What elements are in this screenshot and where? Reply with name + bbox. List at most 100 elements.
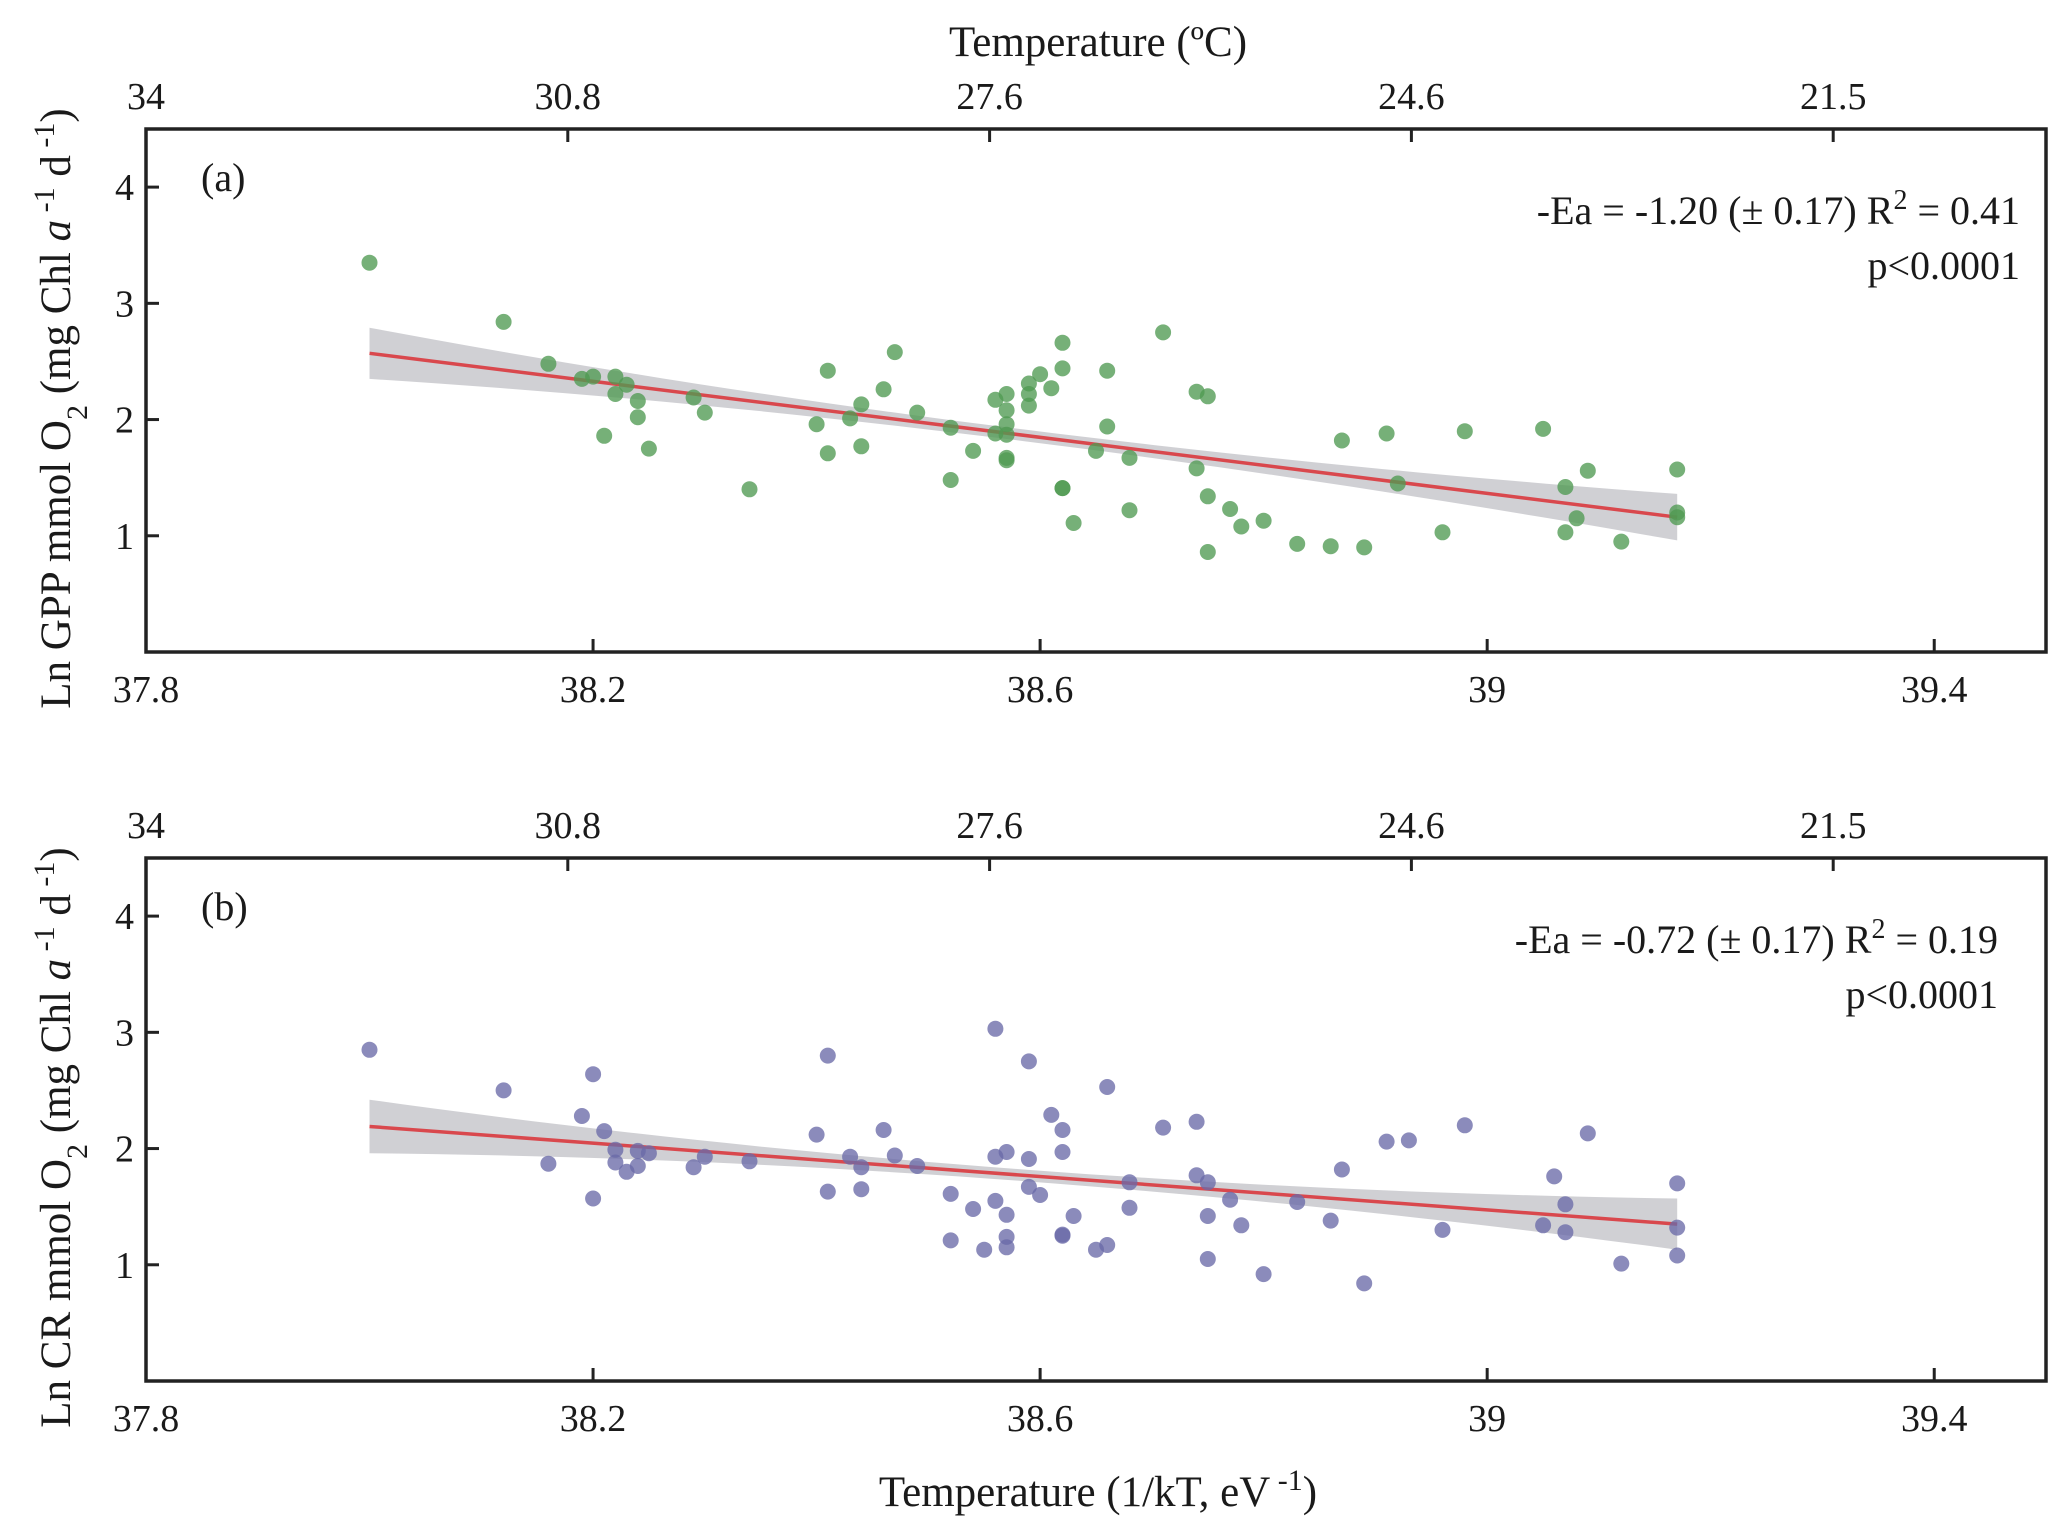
- y-axis-title-b: Ln CR mmol O2 (mg Chl a -1 d -1): [28, 847, 94, 1428]
- data-point: [808, 416, 825, 433]
- data-point: [1199, 1251, 1216, 1267]
- y-tick-label: 4: [115, 896, 134, 938]
- data-point: [696, 404, 713, 421]
- y-ticks-a: 1 2 3 4: [115, 167, 159, 558]
- data-point: [965, 442, 982, 459]
- data-point: [596, 1123, 613, 1140]
- data-point: [1188, 1113, 1205, 1130]
- data-point: [495, 313, 512, 330]
- x-tick-label: 38.2: [560, 1398, 627, 1440]
- top-tick-label: 24.6: [1378, 805, 1445, 847]
- x-tick-label: 39.4: [1901, 1398, 1968, 1440]
- data-point: [1322, 538, 1339, 555]
- data-point: [685, 1159, 702, 1176]
- data-point: [1255, 512, 1272, 529]
- y-tick-label: 1: [115, 1245, 134, 1287]
- data-point: [1378, 1133, 1395, 1150]
- data-point: [998, 1239, 1015, 1256]
- top-tick-label: 24.6: [1378, 76, 1445, 118]
- data-point: [1400, 1132, 1417, 1149]
- data-point: [909, 1158, 926, 1174]
- data-point: [1222, 1191, 1239, 1208]
- top-tick-label: 21.5: [1800, 76, 1867, 118]
- data-point: [1043, 380, 1060, 397]
- data-point: [696, 1148, 713, 1165]
- data-point: [1669, 1175, 1686, 1192]
- data-point: [1155, 1119, 1172, 1136]
- y-axis-title-a: Ln GPP mmol O2 (mg Chl a -1 d -1): [28, 108, 94, 708]
- data-point: [618, 376, 635, 393]
- top-tick-label: 30.8: [535, 805, 602, 847]
- data-point: [1434, 524, 1451, 541]
- data-point: [1054, 1227, 1071, 1244]
- data-point: [1099, 362, 1116, 379]
- data-point: [1199, 544, 1216, 560]
- data-point: [607, 1141, 624, 1158]
- data-point: [629, 409, 646, 426]
- annotation-line1-b: -Ea = -0.72 (± 0.17) R2 = 0.19: [1515, 914, 1998, 963]
- data-point: [1669, 509, 1686, 526]
- data-point: [853, 396, 870, 413]
- data-point: [1199, 1208, 1216, 1224]
- data-point: [998, 449, 1015, 466]
- data-point: [1099, 1079, 1116, 1095]
- data-point: [607, 368, 624, 385]
- x-ticks-a: 37.8 38.2 38.6 39 39.4: [113, 639, 1967, 711]
- cr-points: [361, 1020, 1686, 1292]
- data-point: [1289, 1194, 1306, 1210]
- x-tick-label: 38.2: [560, 669, 627, 711]
- regression-line-b: [369, 1124, 1678, 1226]
- data-point: [361, 254, 378, 271]
- data-point: [640, 440, 657, 457]
- y-tick-label: 2: [115, 1129, 134, 1171]
- data-point: [998, 426, 1015, 443]
- data-point: [361, 1041, 378, 1058]
- data-point: [1155, 324, 1172, 341]
- top-tick-label: 34: [127, 76, 165, 118]
- data-point: [1378, 425, 1395, 442]
- data-point: [1199, 1174, 1216, 1191]
- data-point: [1099, 1237, 1116, 1253]
- data-point: [585, 1066, 602, 1083]
- data-point: [1557, 1224, 1574, 1241]
- data-point: [875, 1122, 892, 1138]
- x-tick-label: 39: [1468, 669, 1506, 711]
- plot-frame-b: [144, 856, 2048, 1383]
- data-point: [1032, 1187, 1049, 1203]
- data-point: [1121, 1199, 1138, 1216]
- top-tick-label: 30.8: [535, 76, 602, 118]
- data-point: [942, 472, 959, 488]
- data-point: [585, 1190, 602, 1207]
- data-point: [942, 1232, 959, 1249]
- data-point: [1456, 423, 1473, 440]
- data-point: [1020, 397, 1037, 414]
- data-point: [1557, 479, 1574, 495]
- annotation-line2-a: p<0.0001: [1867, 243, 2020, 288]
- x-tick-label: 37.8: [113, 669, 180, 711]
- data-point: [1669, 1219, 1686, 1236]
- x-axis-title: Temperature (1/kT, eV -1): [879, 1464, 1317, 1517]
- data-point: [1099, 418, 1116, 435]
- data-point: [596, 427, 613, 444]
- data-point: [1613, 1255, 1630, 1272]
- data-point: [1456, 1117, 1473, 1134]
- data-point: [1669, 461, 1686, 478]
- data-point: [1356, 1275, 1373, 1292]
- data-point: [819, 1183, 836, 1200]
- top-axis-title: Temperature (ºC): [949, 19, 1247, 66]
- data-point: [1121, 449, 1138, 466]
- data-point: [629, 1158, 646, 1174]
- data-point: [976, 1241, 993, 1258]
- data-point: [1333, 432, 1350, 449]
- data-point: [998, 1144, 1015, 1160]
- data-point: [629, 393, 646, 409]
- data-point: [1054, 1122, 1071, 1138]
- data-point: [998, 402, 1015, 419]
- data-point: [1579, 462, 1596, 479]
- data-point: [685, 389, 702, 406]
- panel-label-b: (b): [201, 884, 248, 929]
- data-point: [1065, 515, 1082, 531]
- x-tick-label: 37.8: [113, 1398, 180, 1440]
- data-point: [842, 1148, 859, 1165]
